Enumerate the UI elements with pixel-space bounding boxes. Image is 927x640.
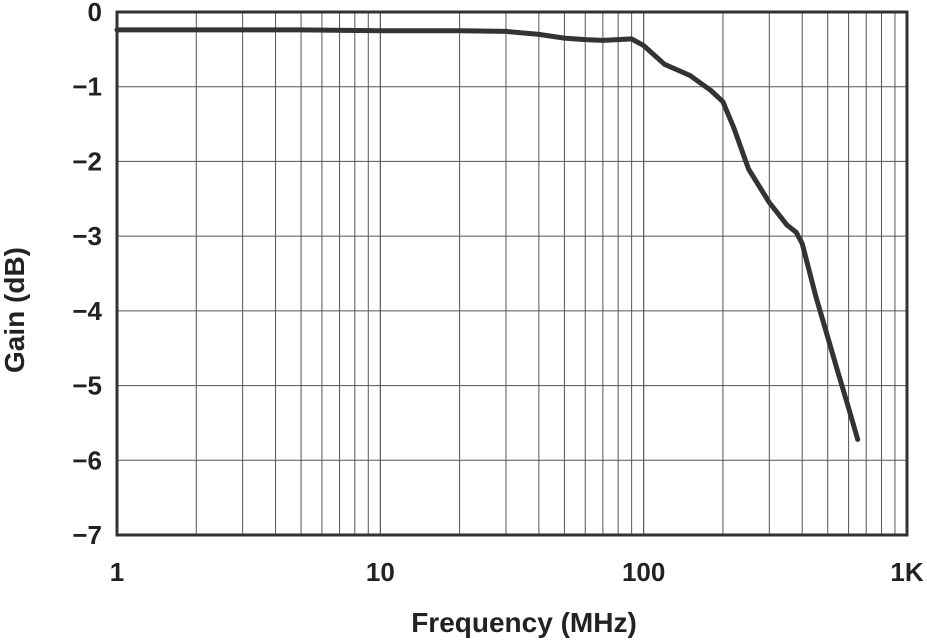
y-tick-label: −5 [72,371,102,401]
plot-frame [115,10,909,537]
y-tick-label: −4 [72,296,102,326]
x-tick-label: 10 [366,557,395,587]
tick-labels: 1 10 100 1K 0 −1 −2 −3 −4 −5 −6 −7 [72,0,923,587]
series-layer [114,27,861,442]
x-tick-label: 100 [622,557,665,587]
y-tick-label: −3 [72,221,102,251]
x-axis-title: Frequency (MHz) [411,607,637,638]
y-tick-label: −2 [72,146,102,176]
y-axis-title: Gain (dB) [0,247,30,373]
y-tick-label: 0 [88,0,102,27]
series-line-0 [114,27,861,442]
grid [116,11,908,536]
x-tick-label: 1 [110,557,124,587]
x-tick-label: 1K [890,557,923,587]
y-tick-label: −7 [72,520,102,550]
plot-border [115,10,909,537]
y-tick-label: −1 [72,72,102,102]
y-tick-label: −6 [72,445,102,475]
